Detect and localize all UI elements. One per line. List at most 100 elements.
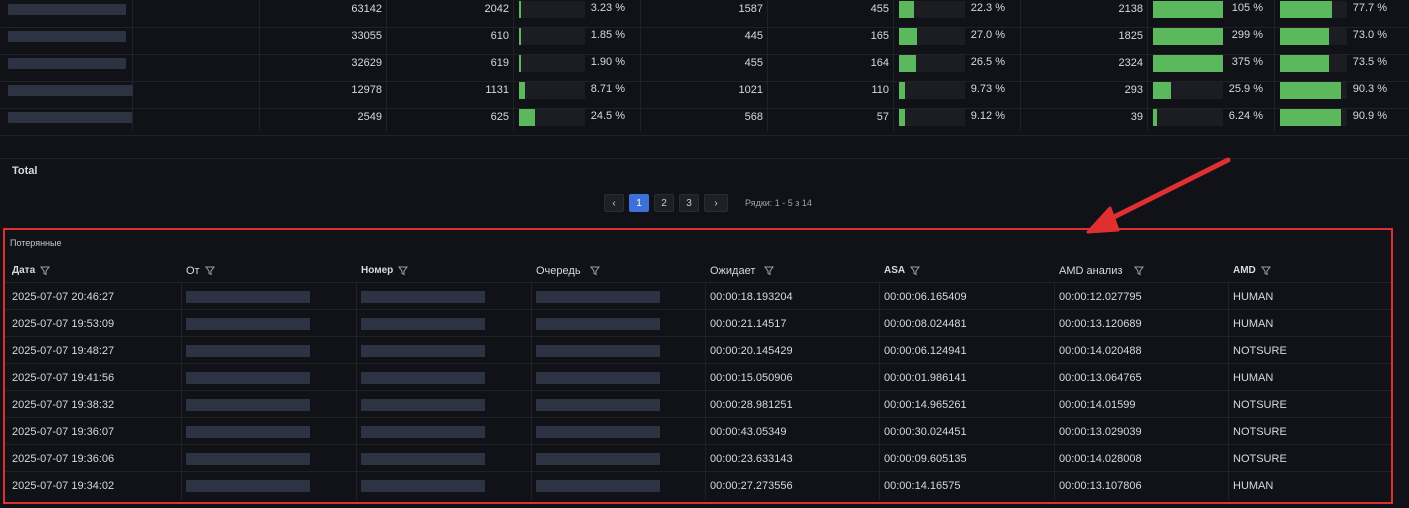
gauge-fill [899,82,906,99]
amd-cell: HUMAN [1233,291,1274,303]
table-row[interactable]: 2025-07-07 19:36:07 00:00:43.05349 00:00:3… [5,417,1391,445]
percent-label: 1.90 % [590,56,625,68]
percent-label: 6.24 % [1228,110,1263,122]
table-row[interactable]: 2025-07-07 19:38:32 00:00:28.981251 00:00:… [5,390,1391,418]
redacted-from [186,318,310,330]
redacted-number [361,453,485,465]
wait-cell: 00:00:23.633143 [710,453,793,465]
wait-cell: 00:00:28.981251 [710,399,793,411]
next-page-button[interactable]: › [704,194,728,212]
header-label: Дата [12,265,36,276]
column-divider [132,0,133,131]
amd-cell: HUMAN [1233,372,1274,384]
gauge-bar [1153,1,1223,18]
numeric-cell: 12978 [351,84,382,96]
gauge-fill [1280,55,1330,72]
numeric-cell: 2324 [1118,57,1143,69]
prev-page-button[interactable]: ‹ [604,194,624,212]
redacted-queue [536,399,660,411]
redacted-name [8,85,133,96]
filter-icon[interactable] [589,266,600,276]
amd-cell: HUMAN [1233,480,1274,492]
header-label: Очередь [536,265,581,277]
header-label: Номер [361,265,394,276]
amd-analysis-cell: 00:00:14.01599 [1059,399,1136,411]
table-row[interactable]: 2025-07-07 19:34:02 00:00:27.273556 00:00:… [5,471,1391,499]
header-wait[interactable]: Ожидает [710,265,775,277]
numeric-cell: 165 [870,30,889,42]
table-row[interactable]: 2025-07-07 20:46:27 00:00:18.193204 00:00:… [5,282,1391,310]
header-label: От [186,265,200,277]
numeric-cell: 1825 [1118,30,1143,42]
percent-label: 26.5 % [970,56,1005,68]
gauge-bar [899,28,965,45]
page-button-2[interactable]: 2 [654,194,674,212]
numeric-cell: 625 [490,111,509,123]
percent-label: 90.3 % [1352,83,1387,95]
gauge-fill [1280,109,1341,126]
header-amd-analysis[interactable]: AMD анализ [1059,265,1145,277]
filter-icon[interactable] [204,266,215,276]
amd-cell: NOTSURE [1233,453,1287,465]
gauge-fill [519,1,522,18]
page-button-1[interactable]: 1 [629,194,649,212]
gauge-bar [1280,109,1347,126]
redacted-number [361,345,485,357]
amd-analysis-cell: 00:00:12.027795 [1059,291,1142,303]
percent-label: 9.73 % [970,83,1005,95]
percent-label: 9.12 % [970,110,1005,122]
gauge-fill [519,55,521,72]
percent-label: 1.85 % [590,29,625,41]
header-date[interactable]: Дата [12,265,51,276]
date-cell: 2025-07-07 19:34:02 [12,480,115,492]
gauge-bar [1280,28,1347,45]
numeric-cell: 1131 [485,84,509,96]
asa-cell: 00:00:08.024481 [884,318,967,330]
asa-cell: 00:00:09.605135 [884,453,967,465]
table-row[interactable]: 2025-07-07 19:41:56 00:00:15.050906 00:00:… [5,363,1391,391]
date-cell: 2025-07-07 19:53:09 [12,318,115,330]
header-amd[interactable]: AMD [1233,265,1271,276]
gauge-bar [1153,109,1223,126]
redacted-name [8,31,126,42]
percent-label: 77.7 % [1352,2,1387,14]
header-number[interactable]: Номер [361,265,409,276]
stats-table: 63142 2042 3.23 % 1587 455 22.3 % 2138 105 % 77.… [0,0,1409,136]
gauge-bar [1280,55,1347,72]
percent-label: 27.0 % [970,29,1005,41]
filter-icon[interactable] [1134,266,1145,276]
header-asa[interactable]: ASA [884,265,921,276]
gauge-fill [899,28,917,45]
filter-icon[interactable] [40,266,51,276]
numeric-cell: 619 [490,57,509,69]
filter-icon[interactable] [910,266,921,276]
gauge-fill [1153,1,1223,18]
table-row[interactable]: 2025-07-07 19:53:09 00:00:21.14517 00:00:0… [5,309,1391,337]
percent-label: 3.23 % [590,2,625,14]
column-divider [1274,0,1275,131]
redacted-number [361,399,485,411]
filter-icon[interactable] [398,266,409,276]
percent-label: 25.9 % [1228,83,1263,95]
header-from[interactable]: От [186,265,215,277]
amd-cell: NOTSURE [1233,426,1287,438]
numeric-cell: 455 [870,3,889,15]
header-queue[interactable]: Очередь [536,265,600,277]
gauge-fill [1280,1,1333,18]
column-divider [531,282,532,500]
date-cell: 2025-07-07 19:36:06 [12,453,115,465]
redacted-name [8,112,132,123]
gauge-fill [1280,28,1329,45]
numeric-cell: 39 [1130,111,1143,123]
filter-icon[interactable] [764,266,775,276]
table-row[interactable]: 2025-07-07 19:48:27 00:00:20.145429 00:00:… [5,336,1391,364]
table-row[interactable]: 2025-07-07 19:36:06 00:00:23.633143 00:00:… [5,444,1391,472]
redacted-name [8,58,126,69]
filter-icon[interactable] [1260,266,1271,276]
gauge-fill [1280,82,1341,99]
page-button-3[interactable]: 3 [679,194,699,212]
gauge-fill [1153,28,1223,45]
column-divider [705,282,706,500]
column-divider [1147,0,1148,131]
asa-cell: 00:00:01.986141 [884,372,967,384]
